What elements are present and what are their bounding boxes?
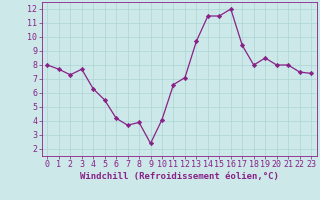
- X-axis label: Windchill (Refroidissement éolien,°C): Windchill (Refroidissement éolien,°C): [80, 172, 279, 181]
